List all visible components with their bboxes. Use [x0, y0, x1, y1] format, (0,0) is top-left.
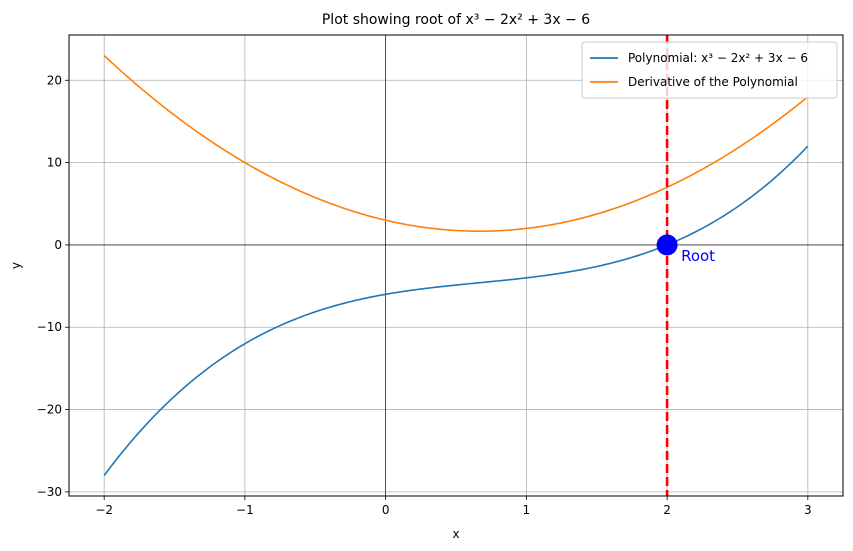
x-tick-label: 2 — [663, 503, 671, 517]
x-tick-label: 1 — [523, 503, 531, 517]
y-tick-label: 0 — [54, 238, 62, 252]
chart-title: Plot showing root of x³ − 2x² + 3x − 6 — [322, 12, 590, 28]
y-tick-label: −10 — [37, 320, 62, 334]
y-tick-label: −20 — [37, 403, 62, 417]
series-line-0 — [103, 145, 809, 476]
legend: Polynomial: x³ − 2x² + 3x − 6 Derivative … — [581, 41, 838, 99]
x-tick-label: 0 — [382, 503, 390, 517]
y-ticks: −30 −20 −10 0 10 20 — [37, 73, 69, 499]
legend-entry-1: Derivative of the Polynomial — [628, 75, 798, 89]
root-annotation: Root — [656, 35, 715, 496]
legend-entry-0: Polynomial: x³ − 2x² + 3x − 6 — [628, 51, 808, 65]
x-axis-label: x — [452, 527, 459, 541]
y-axis-label: y — [9, 262, 23, 269]
y-tick-label: 20 — [47, 73, 62, 87]
grid — [69, 35, 843, 496]
zero-axis-lines — [69, 35, 843, 496]
y-tick-label: 10 — [47, 156, 62, 170]
series-line-1 — [103, 54, 809, 233]
x-tick-label: 3 — [804, 503, 812, 517]
root-marker — [656, 234, 678, 256]
x-tick-label: −2 — [95, 503, 113, 517]
x-ticks: −2 −1 0 1 2 3 — [95, 496, 812, 517]
root-label: Root — [681, 247, 715, 265]
plot-frame — [68, 34, 844, 497]
y-tick-label: −30 — [37, 485, 62, 499]
legend-box — [581, 41, 838, 99]
series-lines — [103, 54, 809, 476]
x-tick-label: −1 — [236, 503, 254, 517]
